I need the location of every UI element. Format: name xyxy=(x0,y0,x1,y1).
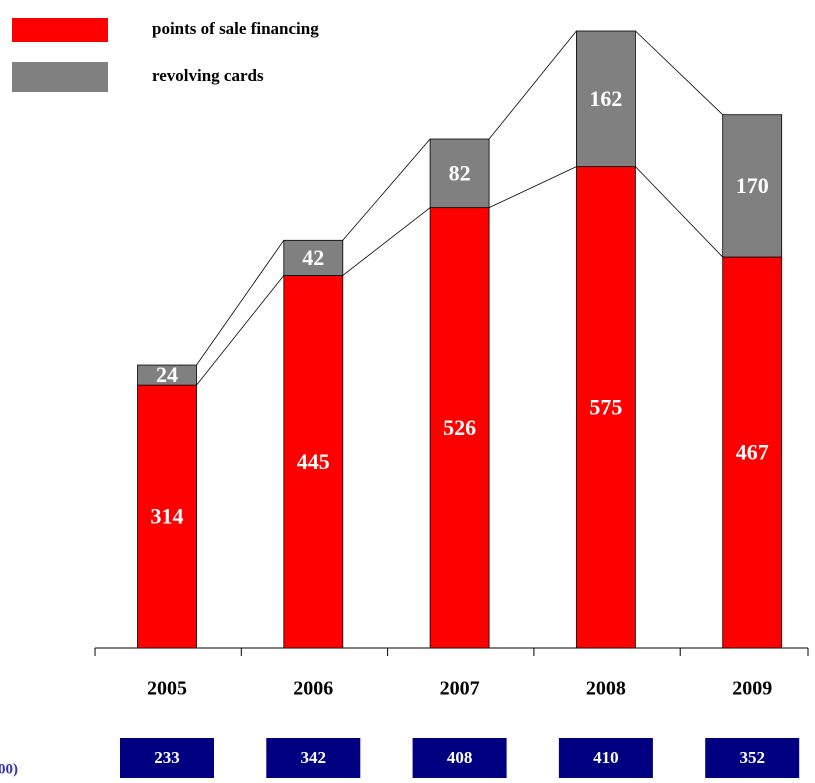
legend-swatch xyxy=(12,18,108,42)
value-label: 42 xyxy=(302,245,324,270)
connector-line xyxy=(196,275,285,386)
total-box xyxy=(412,738,507,778)
legend-label: points of sale financing xyxy=(152,19,319,38)
value-label: 526 xyxy=(443,415,476,440)
bar-segment xyxy=(576,166,636,649)
x-tick-label: 2005 xyxy=(147,678,187,700)
connector-line xyxy=(342,138,431,241)
total-box xyxy=(266,738,361,778)
bar-segment xyxy=(137,384,197,649)
bar-segment xyxy=(137,364,197,386)
connector-line xyxy=(488,30,577,140)
total-box xyxy=(558,738,653,778)
bar-segment xyxy=(722,114,783,258)
x-tick-label: 2006 xyxy=(293,678,333,700)
value-label: 170 xyxy=(736,173,769,198)
x-tick-label: 2009 xyxy=(732,678,772,700)
value-label: 162 xyxy=(589,86,622,111)
connector-line xyxy=(635,30,723,116)
x-tick-label: 2008 xyxy=(586,678,626,700)
x-tick-label: 2007 xyxy=(440,678,480,700)
value-label: 24 xyxy=(156,362,178,387)
connector-line xyxy=(488,166,577,209)
value-label: 467 xyxy=(736,440,769,465)
total-label: 408 xyxy=(447,748,473,767)
value-label: 575 xyxy=(589,394,622,419)
legend-label: revolving cards xyxy=(152,66,264,85)
row-label: 00) xyxy=(0,761,18,777)
total-box xyxy=(120,738,214,778)
bar-segment xyxy=(429,207,490,649)
connector-line xyxy=(196,240,285,366)
value-label: 82 xyxy=(449,160,471,185)
value-label: 445 xyxy=(297,449,330,474)
total-box xyxy=(705,738,800,778)
total-label: 352 xyxy=(739,748,765,767)
total-label: 233 xyxy=(154,748,180,767)
total-label: 410 xyxy=(593,748,619,767)
connector-line xyxy=(342,207,431,276)
connector-line xyxy=(635,166,723,258)
bar-segment xyxy=(283,275,344,649)
total-label: 342 xyxy=(301,748,327,767)
bar-segment xyxy=(576,30,636,168)
bar-segment xyxy=(283,239,344,276)
bar-segment xyxy=(429,138,490,209)
value-label: 314 xyxy=(151,504,184,529)
legend-swatch xyxy=(12,62,108,92)
